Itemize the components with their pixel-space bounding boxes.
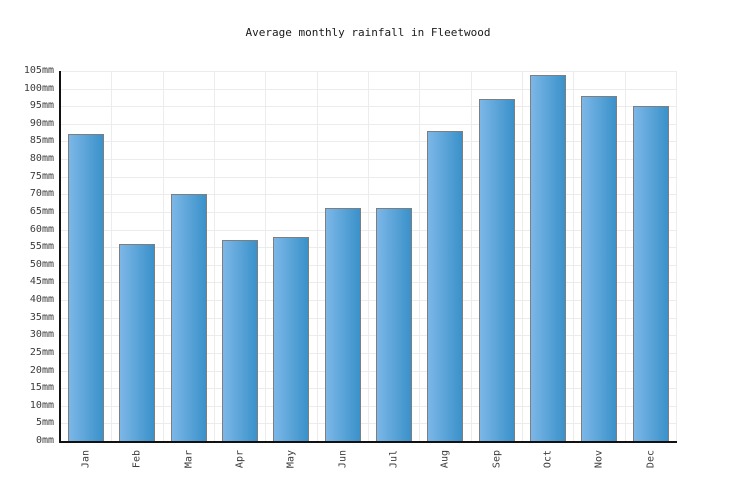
y-tick-label: 5mm	[35, 417, 54, 429]
gridline	[61, 176, 677, 178]
month-column-sep: Sep	[472, 71, 523, 468]
gridline	[61, 106, 677, 108]
gridline	[61, 317, 677, 319]
y-tick-label: 90mm	[29, 117, 54, 129]
y-tick-label: 50mm	[29, 258, 54, 270]
rainfall-bar-nov[interactable]	[581, 95, 618, 441]
x-tick-label-aug: Aug	[439, 450, 451, 469]
y-tick-label: 70mm	[29, 188, 54, 200]
rainfall-bar-apr[interactable]	[222, 240, 259, 441]
rainfall-bar-feb[interactable]	[119, 243, 156, 441]
y-tick-label: 85mm	[29, 135, 54, 147]
rainfall-bar-dec[interactable]	[632, 106, 669, 441]
gridline	[61, 71, 677, 72]
x-tick-label-jul: Jul	[388, 450, 400, 469]
rainfall-bar-jul[interactable]	[376, 208, 413, 441]
y-tick-label: 100mm	[23, 82, 54, 94]
month-column-jun: Jun	[318, 71, 369, 468]
y-tick-label: 40mm	[29, 294, 54, 306]
rainfall-bar-aug[interactable]	[427, 130, 464, 441]
gridline	[61, 423, 677, 425]
month-column-nov: Nov	[574, 71, 626, 468]
y-tick-label: 95mm	[29, 100, 54, 112]
bar-columns: Jan Feb Mar Apr May Jun Jul Aug Sep Oct Nov Dec	[61, 71, 677, 468]
x-tick-label-may: May	[285, 450, 297, 469]
gridline	[61, 211, 677, 213]
month-column-may: May	[266, 71, 318, 468]
rainfall-bar-jan[interactable]	[68, 134, 105, 441]
x-tick-label-feb: Feb	[131, 450, 143, 469]
month-column-aug: Aug	[420, 71, 472, 468]
y-tick-label: 45mm	[29, 276, 54, 288]
gridline	[61, 352, 677, 354]
gridline	[61, 141, 677, 143]
y-tick-label: 80mm	[29, 153, 54, 165]
chart-title: Average monthly rainfall in Fleetwood	[245, 26, 491, 39]
y-tick-label: 105mm	[23, 65, 54, 76]
gridline	[61, 247, 677, 249]
x-tick-label-sep: Sep	[491, 450, 503, 469]
y-tick-label: 55mm	[29, 241, 54, 253]
month-column-mar: Mar	[164, 71, 215, 468]
plot-area: Jan Feb Mar Apr May Jun Jul Aug Sep Oct Nov Dec	[59, 71, 677, 468]
gridline	[61, 88, 677, 90]
gridline	[61, 282, 677, 284]
y-tick-label: 10mm	[29, 399, 54, 411]
y-tick-label: 35mm	[29, 311, 54, 323]
x-tick-label-mar: Mar	[183, 450, 195, 469]
gridline	[61, 123, 677, 125]
gridline	[61, 335, 677, 337]
y-tick-label: 20mm	[29, 364, 54, 376]
x-tick-label-jun: Jun	[337, 450, 349, 469]
rainfall-bar-sep[interactable]	[478, 99, 515, 441]
gridline	[61, 370, 677, 372]
y-tick-label: 30mm	[29, 329, 54, 341]
x-tick-label-dec: Dec	[645, 450, 657, 469]
gridline	[61, 159, 677, 161]
rainfall-bar-jun[interactable]	[324, 208, 361, 441]
y-tick-label: 60mm	[29, 223, 54, 235]
rainfall-bar-mar[interactable]	[170, 194, 207, 441]
gridline	[61, 388, 677, 390]
y-tick-label: 65mm	[29, 205, 54, 217]
gridline	[61, 194, 677, 196]
month-column-feb: Feb	[112, 71, 164, 468]
rainfall-bar-oct[interactable]	[530, 74, 567, 441]
month-column-jul: Jul	[369, 71, 421, 468]
y-tick-label: 15mm	[29, 382, 54, 394]
y-tick-label: 75mm	[29, 170, 54, 182]
month-column-apr: Apr	[215, 71, 267, 468]
month-column-jan: Jan	[61, 71, 113, 468]
gridline	[61, 405, 677, 407]
rainfall-bar-may[interactable]	[273, 236, 310, 441]
y-tick-label: 25mm	[29, 346, 54, 358]
x-tick-label-oct: Oct	[542, 450, 554, 469]
x-tick-label-jan: Jan	[80, 450, 92, 469]
y-tick-label: 0mm	[35, 435, 54, 446]
x-tick-label-nov: Nov	[593, 450, 605, 469]
x-tick-label-apr: Apr	[234, 450, 246, 469]
month-column-oct: Oct	[523, 71, 575, 468]
gridline	[61, 300, 677, 302]
gridline	[61, 229, 677, 231]
month-column-dec: Dec	[626, 71, 677, 468]
gridline	[61, 264, 677, 266]
